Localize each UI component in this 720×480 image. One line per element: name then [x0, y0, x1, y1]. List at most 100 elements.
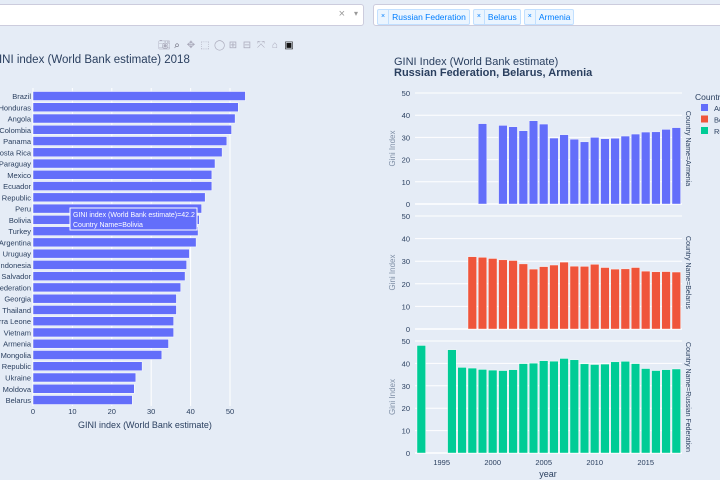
y-tick-label: 40 — [402, 111, 410, 120]
y-tick-label: Uruguay — [3, 250, 32, 259]
country-dropdown[interactable]: × ▾ — [0, 4, 364, 26]
y-tick-label: 10 — [402, 178, 410, 187]
y-tick-label: 0 — [406, 449, 410, 458]
y-tick-label: El Salvador — [0, 272, 31, 281]
bar-armenia-2016 — [651, 131, 661, 205]
y-tick-label: 40 — [402, 359, 410, 368]
pan-icon[interactable]: ✥ — [186, 40, 196, 51]
zoom-out-icon[interactable]: ⊟ — [242, 40, 252, 51]
box-select-icon[interactable]: ⬚ — [200, 40, 210, 51]
y-tick-label: 0 — [406, 200, 410, 209]
chevron-down-icon[interactable]: ▾ — [353, 9, 358, 18]
bar-russian-federation-2016 — [651, 370, 661, 454]
plotly-logo-icon[interactable]: ▣ — [284, 40, 294, 51]
bar-paraguay — [32, 158, 216, 169]
lasso-icon[interactable]: ◯ — [214, 40, 226, 51]
bar-angola — [32, 113, 236, 124]
bar-armenia-2004 — [529, 120, 539, 205]
legend-swatch — [701, 115, 708, 123]
bar-armenia-2008 — [569, 138, 579, 205]
y-tick-label: Sierra Leone — [0, 317, 31, 326]
bar-belarus-2009 — [580, 266, 590, 330]
tooltip-line: GINI index (World Bank estimate)=42.2 — [73, 212, 195, 219]
bar-russian-federation-2006 — [549, 360, 559, 454]
bar-belarus-2011 — [600, 267, 610, 330]
bar-belarus-2016 — [651, 271, 661, 330]
bar-armenia-2018 — [671, 127, 681, 205]
y-tick-label: Brazil — [12, 92, 31, 101]
zoom-in-icon[interactable]: ⊞ — [228, 40, 238, 51]
y-tick-label: Georgia — [4, 295, 32, 304]
bar-belarus-2012 — [610, 268, 620, 330]
legend-title: Country Name — [695, 92, 720, 102]
y-tick-label: Angola — [8, 115, 32, 124]
bar-russian-federation-2005 — [539, 360, 549, 454]
bar-russian-federation-1993 — [416, 345, 426, 454]
y-axis-title: Gini Index — [388, 254, 397, 290]
y-tick-label: 50 — [402, 337, 410, 346]
hover-tooltip — [69, 207, 198, 231]
y-tick-label: Dominican Republic — [0, 193, 31, 202]
bar-belarus-2017 — [661, 271, 671, 330]
bar-armenia-2003 — [518, 130, 528, 205]
y-tick-label: Argentina — [0, 238, 32, 247]
bar-belarus-2007 — [559, 261, 569, 330]
bar-russian-federation-2010 — [590, 364, 600, 454]
remove-icon[interactable]: × — [378, 10, 390, 24]
bar-russian-federation-2001 — [498, 370, 508, 454]
legend-swatch — [701, 127, 708, 134]
bar-kyrgyz-republic — [32, 361, 143, 371]
bar-honduras — [32, 102, 239, 113]
bar-russian-federation-2008 — [569, 359, 579, 454]
bar-belarus-2003 — [518, 263, 528, 330]
x-tick-label: 1995 — [433, 458, 450, 467]
bar-sierra-leone — [32, 316, 174, 326]
bar-el-salvador — [32, 271, 186, 281]
bar-uruguay — [32, 248, 190, 259]
clear-icon[interactable]: × — [338, 8, 345, 20]
y-tick-label: Mexico — [7, 171, 31, 180]
x-axis-title: GINI index (World Bank estimate) — [78, 420, 212, 430]
x-axis-title: year — [539, 469, 557, 479]
y-tick-label: 20 — [402, 280, 410, 289]
y-tick-label: Costa Rica — [0, 148, 32, 157]
bar-mongolia — [32, 350, 163, 360]
y-tick-label: Turkey — [8, 227, 31, 236]
camera-icon[interactable]: 📷︎ — [158, 40, 171, 51]
bar-russian-federation-1999 — [478, 369, 488, 454]
y-tick-label: 10 — [402, 302, 410, 311]
right-chart-title: GINI Index (World Bank estimate) — [394, 56, 559, 68]
zoom-icon[interactable]: ⌕ — [174, 40, 180, 51]
bar-indonesia — [32, 260, 187, 270]
legend-swatch — [701, 104, 708, 111]
remove-icon[interactable]: × — [525, 10, 536, 24]
bar-russian-federation-1996 — [447, 349, 457, 454]
bar-belarus-2002 — [508, 260, 518, 330]
right-chart-subtitle: Russian Federation, Belarus, Armenia — [394, 67, 593, 79]
bar-armenia-2012 — [610, 138, 620, 205]
remove-icon[interactable]: × — [474, 10, 485, 24]
y-tick-label: Russian Federation — [0, 283, 31, 292]
bar-russian-federation-2018 — [671, 368, 681, 454]
autoscale-icon[interactable]: ⤧ — [257, 40, 265, 51]
reset-axes-icon[interactable]: ⌂ — [271, 40, 279, 51]
y-tick-label: Ecuador — [3, 182, 31, 191]
y-tick-label: Honduras — [0, 103, 31, 112]
bar-ukraine — [32, 372, 137, 383]
bar-colombia — [32, 125, 232, 135]
bar-russian-federation-2004 — [529, 362, 539, 454]
country-multiselect[interactable]: × Russian Federation × Belarus × Armenia — [373, 4, 720, 26]
y-axis-title: Gini Index — [388, 379, 397, 415]
bar-russian-federation-2017 — [661, 369, 671, 454]
x-tick-label: 10 — [68, 407, 76, 416]
x-tick-label: 30 — [147, 407, 155, 416]
bar-belarus-1999 — [478, 257, 488, 330]
bar-brazil — [32, 91, 246, 101]
selected-tag-russia: × Russian Federation — [377, 9, 470, 25]
y-tick-label: Thailand — [2, 306, 31, 315]
legend-item: Belarus — [714, 116, 720, 125]
x-tick-label: 2010 — [586, 458, 603, 467]
bar-belarus-2004 — [529, 268, 539, 330]
plot-toolbar: 📷︎ ⌕ ✥ ⬚ ◯ ⊞ ⊟ ⤧ ⌂ ▣ — [158, 40, 294, 51]
